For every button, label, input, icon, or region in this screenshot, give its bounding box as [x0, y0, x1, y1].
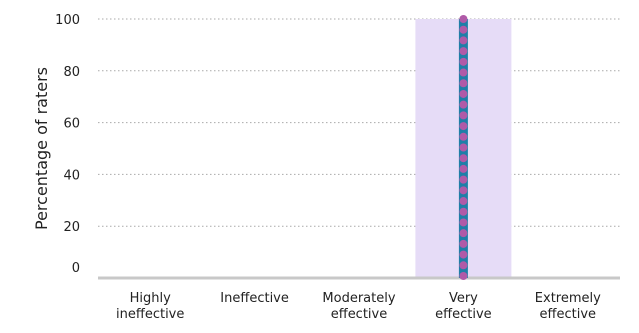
bar-3-dot-15	[459, 175, 468, 184]
x-tick-label-4-line-0: Extremely	[535, 291, 601, 306]
labels-layer: Percentage of raters 0 20 40 60 80 100 Highlyi…	[32, 13, 601, 322]
bar-3-dot-23	[459, 261, 468, 270]
bar-3-dot-19	[459, 218, 468, 227]
x-tick-label-2-line-0: Moderately	[322, 291, 395, 306]
bar-3-dot-4	[459, 57, 468, 66]
x-tick-label-1-line-0: Ineffective	[220, 291, 289, 306]
grid-layer	[98, 18, 620, 227]
bar-3-dot-10	[459, 122, 468, 131]
y-tick-label-0: 0	[72, 261, 80, 276]
bar-3-dot-21	[459, 239, 468, 248]
bar-3-dot-13	[459, 154, 468, 163]
bar-3-dot-6	[459, 79, 468, 88]
dots-layer	[458, 15, 468, 280]
bar-3-dot-22	[459, 250, 468, 259]
y-tick-label-100: 100	[55, 13, 80, 28]
bar-3-dot-3	[459, 47, 468, 56]
bar-3-dot-24	[459, 272, 468, 280]
bar-3-dot-1	[459, 25, 468, 34]
x-tick-label-2-line-1: effective	[331, 307, 388, 322]
bar-3-dot-9	[459, 111, 468, 120]
bar-3-dot-7	[459, 89, 468, 98]
bar-3-dot-16	[459, 186, 468, 195]
x-tick-label-3-line-1: effective	[435, 307, 492, 322]
bar-3-dot-11	[459, 132, 468, 141]
bar-3-dot-18	[459, 207, 468, 216]
bar-3-dot-8	[459, 100, 468, 109]
bar-3-dot-17	[459, 197, 468, 206]
y-axis-label: Percentage of raters	[32, 67, 51, 230]
bar-3-dot-12	[459, 143, 468, 152]
bar-3-dot-2	[459, 36, 468, 45]
bar-3-dot-20	[459, 229, 468, 238]
y-tick-label-60: 60	[63, 117, 80, 132]
y-tick-label-40: 40	[63, 168, 80, 183]
y-tick-label-80: 80	[63, 65, 80, 80]
x-tick-label-4-line-1: effective	[540, 307, 597, 322]
bar-3-dot-14	[459, 164, 468, 173]
bar-3-dot-5	[459, 68, 468, 77]
x-tick-label-3-line-0: Very	[449, 291, 478, 306]
x-tick-label-0-line-0: Highly	[130, 291, 171, 306]
y-tick-label-20: 20	[63, 220, 80, 235]
x-tick-label-0-line-1: ineffective	[116, 307, 184, 322]
bar-3-dot-0	[459, 15, 468, 23]
